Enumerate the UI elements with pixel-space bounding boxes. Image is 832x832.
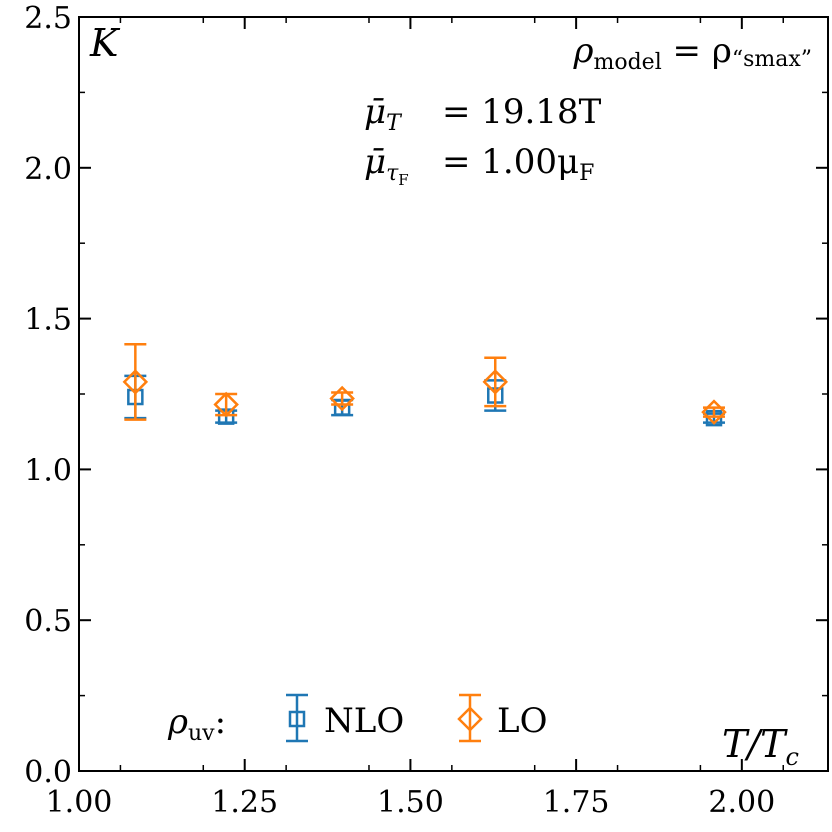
y-tick-label: 2.5 xyxy=(24,1,72,36)
x-axis-label-sub: c xyxy=(786,743,799,771)
legend-lo-error-bar xyxy=(459,693,481,743)
x-tick-label: 1.75 xyxy=(543,785,610,820)
lo-error-bar xyxy=(124,342,147,421)
legend: ρuv: NLO LO xyxy=(167,693,547,746)
legend-nlo-error-bar xyxy=(286,693,308,743)
marks-layer xyxy=(122,342,727,427)
mu-t-value: = 19.18T xyxy=(442,92,602,132)
legend-prefix-sub: uv xyxy=(188,721,215,746)
y-tick-label: 2.0 xyxy=(24,152,72,187)
lo-error-bar xyxy=(484,356,507,408)
legend-lo-marker xyxy=(457,706,483,732)
x-tick-label: 1.00 xyxy=(46,785,113,820)
legend-nlo-label: NLO xyxy=(324,701,404,741)
model-lhs-symbol: ρ xyxy=(572,31,593,71)
lo-point xyxy=(122,369,149,395)
mu-tau-value-sub: F xyxy=(579,161,594,186)
mu-tau-subsub: F xyxy=(398,171,408,189)
model-lhs-sub: model xyxy=(593,50,661,75)
model-annotation: ρmodel = ρ“smax” xyxy=(572,31,812,75)
x-tick-label: 1.25 xyxy=(211,785,278,820)
x-tick-label: 1.50 xyxy=(377,785,444,820)
legend-items: NLO LO xyxy=(286,693,547,743)
lo-error-bar xyxy=(331,391,354,406)
lo-point xyxy=(329,385,355,412)
lo-point xyxy=(482,369,509,395)
legend-item-nlo: NLO xyxy=(286,693,404,743)
legend-prefix: ρuv: xyxy=(167,702,226,746)
x-axis-label: T/Tc xyxy=(722,722,799,771)
legend-nlo-marker xyxy=(288,710,306,728)
y-tick-label: 1.5 xyxy=(24,303,72,338)
model-rhs-sub: “smax” xyxy=(732,47,812,72)
legend-item-lo: LO xyxy=(457,693,547,743)
lo-point xyxy=(213,391,239,418)
mu-tau-symbol: μ̄τF xyxy=(364,142,409,189)
mu-tau-sub: τ xyxy=(386,161,399,186)
corner-label: K xyxy=(89,21,121,65)
mu-t-symbol: μ̄T xyxy=(364,92,403,136)
legend-lo-label: LO xyxy=(497,701,547,741)
ticks-layer: 1.00 1.25 1.50 1.75 2.00 0.0 0.5 1.0 1.5 2.0 2.5 xyxy=(24,1,828,820)
legend-prefix-colon: : xyxy=(215,702,226,742)
y-tick-label: 0.5 xyxy=(24,604,72,639)
y-tick-label: 1.0 xyxy=(24,453,72,488)
lo-point xyxy=(701,399,727,425)
y-tick-label: 0.0 xyxy=(24,755,72,790)
series-lo xyxy=(122,342,727,425)
x-tick-label: 2.00 xyxy=(708,785,775,820)
mu-t-sub: T xyxy=(386,111,403,136)
mu-tau-value: = 1.00μF xyxy=(442,142,594,186)
plot-frame xyxy=(78,16,829,772)
model-equals: = ρ xyxy=(662,31,732,71)
